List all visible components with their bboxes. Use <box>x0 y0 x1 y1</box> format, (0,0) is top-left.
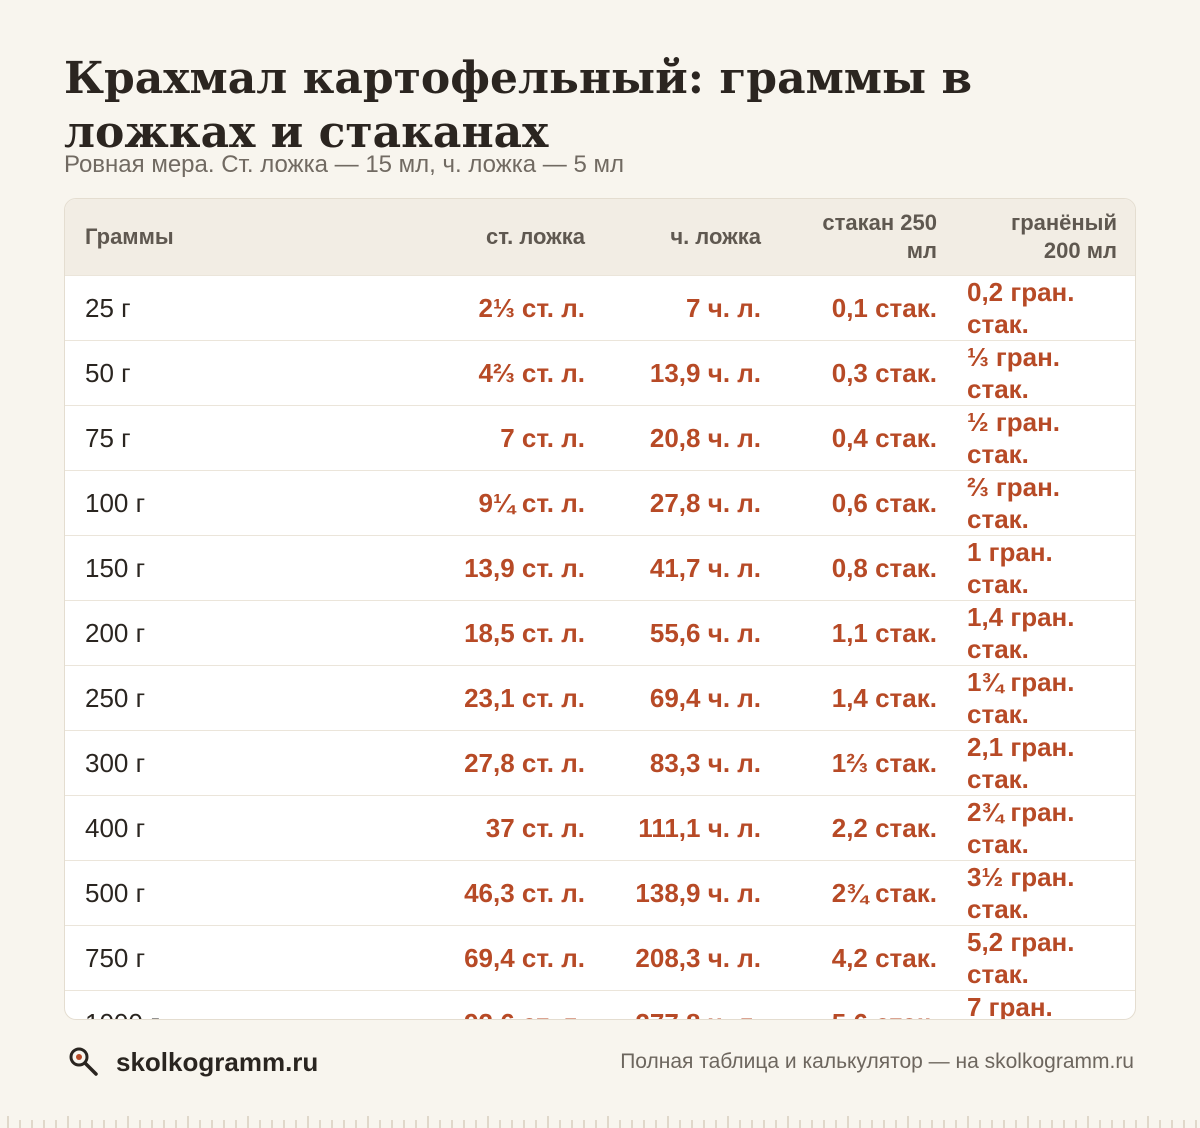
cell-teaspoon: 138,9 ч. л. <box>635 878 761 908</box>
page-title: Крахмал картофельный: граммы в ложках и … <box>64 53 973 158</box>
header-tablespoon: ст. ложка <box>261 199 603 276</box>
table-row: 250 г 23,1 ст. л. 69,4 ч. л. 1,4 стак. 1¾ гр… <box>65 665 1135 731</box>
cell-glass-250: 0,6 стак. <box>831 488 937 518</box>
cell-faceted-glass-200: 7 гран. стак. <box>967 992 1053 1020</box>
cell-glass-250: 1,4 стак. <box>831 683 937 713</box>
cell-faceted-glass-200: 2,1 гран. стак. <box>967 732 1075 794</box>
cell-grams: 75 г <box>85 423 131 453</box>
cell-grams: 25 г <box>85 293 131 323</box>
table-row: 200 г 18,5 ст. л. 55,6 ч. л. 1,1 стак. 1,4 г… <box>65 600 1135 666</box>
cell-faceted-glass-200: ⅔ гран. стак. <box>967 472 1061 534</box>
cell-tablespoon: 23,1 ст. л. <box>464 683 585 713</box>
cell-tablespoon: 9¼ ст. л. <box>478 488 585 518</box>
cell-glass-250: 2,2 стак. <box>831 813 937 843</box>
cell-faceted-glass-200: 1,4 гран. стак. <box>967 602 1075 664</box>
table-row: 750 г 69,4 ст. л. 208,3 ч. л. 4,2 стак. 5,2 … <box>65 925 1135 991</box>
cell-tablespoon: 13,9 ст. л. <box>464 553 585 583</box>
cell-grams: 200 г <box>85 618 146 648</box>
header-faceted-glass-200: гранёный 200 мл <box>955 199 1135 276</box>
cell-tablespoon: 46,3 ст. л. <box>464 878 585 908</box>
ruler-decoration <box>7 1116 1197 1128</box>
cell-grams: 100 г <box>85 488 146 518</box>
cell-faceted-glass-200: ½ гран. стак. <box>967 407 1061 469</box>
cell-grams: 250 г <box>85 683 146 713</box>
cell-tablespoon: 7 ст. л. <box>500 423 585 453</box>
cell-teaspoon: 111,1 ч. л. <box>638 813 761 843</box>
magnifier-icon <box>69 1047 98 1076</box>
table-row: 50 г 4⅔ ст. л. 13,9 ч. л. 0,3 стак. ⅓ гран. … <box>65 340 1135 406</box>
cell-grams: 150 г <box>85 553 146 583</box>
site-name: skolkogramm.ru <box>116 1046 319 1077</box>
cell-teaspoon: 69,4 ч. л. <box>649 683 761 713</box>
cell-faceted-glass-200: 1¾ гран. стак. <box>967 667 1075 729</box>
cell-tablespoon: 18,5 ст. л. <box>464 618 585 648</box>
cell-teaspoon: 208,3 ч. л. <box>635 943 761 973</box>
cell-glass-250: 1⅔ стак. <box>831 748 937 778</box>
cell-teaspoon: 7 ч. л. <box>686 293 761 323</box>
cell-tablespoon: 4⅔ ст. л. <box>478 358 585 388</box>
cell-tablespoon: 27,8 ст. л. <box>464 748 585 778</box>
cell-glass-250: 0,4 стак. <box>831 423 937 453</box>
cell-grams: 400 г <box>85 813 146 843</box>
footer-brand[interactable]: skolkogramm.ru <box>66 1044 318 1080</box>
cell-tablespoon: 2⅓ ст. л. <box>478 293 585 323</box>
cell-glass-250: 0,1 стак. <box>831 293 937 323</box>
cell-tablespoon: 92,6 ст. л. <box>261 991 603 1019</box>
cell-faceted-glass-200: 3½ гран. стак. <box>967 862 1075 924</box>
cell-teaspoon: 41,7 ч. л. <box>649 553 761 583</box>
cell-faceted-glass-200: 5,2 гран. стак. <box>967 927 1075 989</box>
cell-glass-250: 0,3 стак. <box>831 358 937 388</box>
table-row: 25 г 2⅓ ст. л. 7 ч. л. 0,1 стак. 0,2 гран. с… <box>65 275 1135 341</box>
table-row: 300 г 27,8 ст. л. 83,3 ч. л. 1⅔ стак. 2,1 гр… <box>65 730 1135 796</box>
cell-glass-250: 0,8 стак. <box>831 553 937 583</box>
table-row: 500 г 46,3 ст. л. 138,9 ч. л. 2¾ стак. 3½ гр… <box>65 860 1135 926</box>
conversion-table: Граммы ст. ложка ч. ложка стакан 250 мл … <box>65 199 1135 1020</box>
cell-grams: 300 г <box>85 748 146 778</box>
cell-faceted-glass-200: ⅓ гран. стак. <box>967 342 1061 404</box>
cell-faceted-glass-200: 1 гран. стак. <box>967 537 1053 599</box>
cell-grams: 750 г <box>85 943 146 973</box>
header-grams: Граммы <box>65 199 261 276</box>
cell-teaspoon: 83,3 ч. л. <box>649 748 761 778</box>
cell-grams: 500 г <box>85 878 146 908</box>
header-teaspoon: ч. ложка <box>603 199 779 276</box>
cell-glass-250: 4,2 стак. <box>831 943 937 973</box>
table-row: 75 г 7 ст. л. 20,8 ч. л. 0,4 стак. ½ гран. с… <box>65 405 1135 471</box>
conversion-table-card: Граммы ст. ложка ч. ложка стакан 250 мл … <box>64 198 1136 1020</box>
cell-glass-250: 2¾ стак. <box>831 878 937 908</box>
cell-teaspoon: 13,9 ч. л. <box>649 358 761 388</box>
table-row: 400 г 37 ст. л. 111,1 ч. л. 2,2 стак. 2¾ гра… <box>65 795 1135 861</box>
cell-glass-250: 1,1 стак. <box>831 618 937 648</box>
cell-grams: 50 г <box>85 358 131 388</box>
cell-faceted-glass-200: 0,2 гран. стак. <box>967 277 1075 339</box>
cell-tablespoon: 37 ст. л. <box>485 813 585 843</box>
table-body: 25 г 2⅓ ст. л. 7 ч. л. 0,1 стак. 0,2 гран. с… <box>65 275 1135 1020</box>
page-subtitle: Ровная мера. Ст. ложка — 15 мл, ч. ложка… <box>64 151 624 178</box>
table-row: 1000 г92,6 ст. л.277,8 ч. л.5,6 стак. 7 г… <box>65 990 1135 1020</box>
cell-teaspoon: 20,8 ч. л. <box>649 423 761 453</box>
cell-teaspoon: 277,8 ч. л. <box>603 991 779 1019</box>
cell-teaspoon: 55,6 ч. л. <box>649 618 761 648</box>
table-header-row: Граммы ст. ложка ч. ложка стакан 250 мл … <box>65 199 1135 276</box>
footer-note: Полная таблица и калькулятор — на skolko… <box>620 1050 1134 1073</box>
cell-grams: 1000 г <box>65 991 261 1019</box>
table-row: 150 г 13,9 ст. л. 41,7 ч. л. 0,8 стак. 1 гра… <box>65 535 1135 601</box>
table-row: 100 г 9¼ ст. л. 27,8 ч. л. 0,6 стак. ⅔ гран.… <box>65 470 1135 536</box>
cell-tablespoon: 69,4 ст. л. <box>464 943 585 973</box>
cell-teaspoon: 27,8 ч. л. <box>649 488 761 518</box>
header-glass-250: стакан 250 мл <box>779 199 955 276</box>
cell-faceted-glass-200: 2¾ гран. стак. <box>967 797 1075 859</box>
cell-glass-250: 5,6 стак. <box>779 991 955 1019</box>
